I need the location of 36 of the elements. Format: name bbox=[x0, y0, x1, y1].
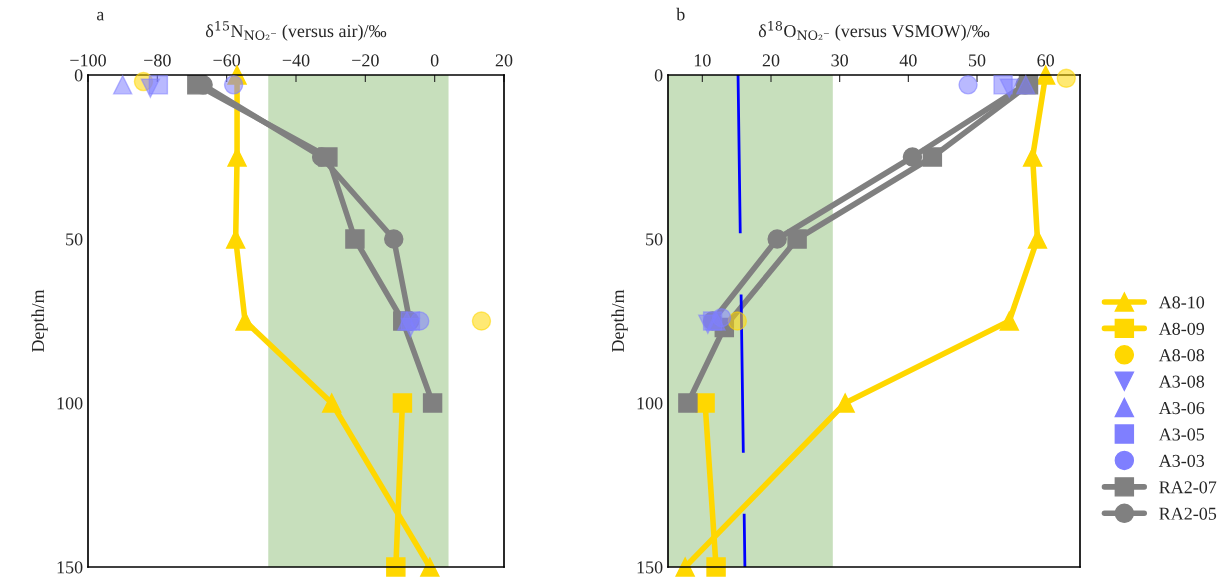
legend-label: A8-09 bbox=[1158, 322, 1205, 335]
legend-label: A8-10 bbox=[1158, 296, 1205, 309]
x-axis-title: δ$^{15}$N$_{NO₂⁻}$ (versus air)/‰ bbox=[205, 21, 387, 41]
x-tick-label: −40 bbox=[282, 54, 310, 67]
legend-label: A3-08 bbox=[1158, 375, 1205, 388]
y-tick-label: 50 bbox=[66, 233, 83, 246]
legend-label: A8-08 bbox=[1158, 349, 1205, 362]
legend-label: RA2-07 bbox=[1159, 481, 1217, 494]
legend-label: RA2-05 bbox=[1159, 507, 1217, 520]
x-axis-title: δ$^{18}$O$_{NO₂⁻}$ (versus VSMOW)/‰ bbox=[758, 21, 990, 41]
x-tick-label: −60 bbox=[213, 54, 241, 67]
y-tick-label: 0 bbox=[654, 69, 663, 82]
y-tick-label: 100 bbox=[57, 397, 83, 410]
y-tick-label: 150 bbox=[637, 561, 663, 574]
legend-label: A3-06 bbox=[1158, 401, 1205, 415]
x-tick-label: −80 bbox=[144, 54, 171, 67]
legend-label: A3-05 bbox=[1158, 428, 1205, 441]
y-axis-title: Depth/m bbox=[611, 289, 628, 353]
y-tick-label: 50 bbox=[646, 233, 663, 246]
y-tick-label: 100 bbox=[637, 397, 663, 410]
x-tick-label: 40 bbox=[899, 54, 917, 67]
x-tick-label: 60 bbox=[1037, 54, 1055, 67]
y-axis-title: Depth/m bbox=[31, 289, 48, 353]
legend-label: A3-03 bbox=[1158, 454, 1205, 467]
x-tick-label: 20 bbox=[762, 54, 780, 67]
text: b bbox=[676, 7, 685, 21]
text: a bbox=[96, 11, 105, 21]
x-tick-label: 10 bbox=[694, 54, 711, 67]
x-tick-label: 0 bbox=[430, 54, 439, 67]
y-tick-label: 150 bbox=[57, 561, 83, 574]
x-tick-label: 30 bbox=[831, 54, 849, 67]
y-tick-label: 0 bbox=[74, 69, 83, 82]
x-tick-label: 50 bbox=[969, 54, 986, 67]
x-tick-label: −100 bbox=[70, 54, 106, 67]
x-tick-label: 20 bbox=[495, 54, 513, 67]
x-tick-label: −20 bbox=[352, 54, 379, 67]
